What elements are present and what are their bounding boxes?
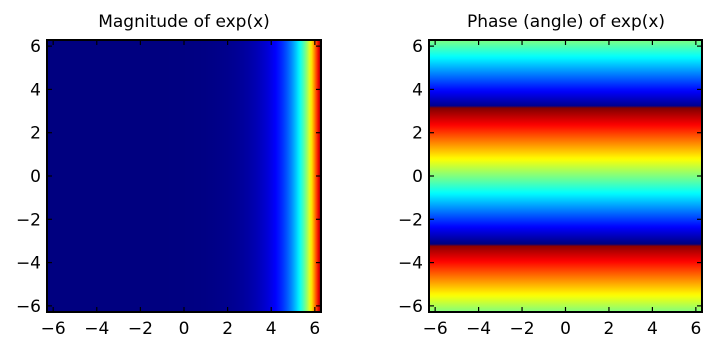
y-tick-label: 0 (412, 167, 423, 187)
x-tick-label: −4 (466, 319, 491, 339)
y-tick-label: 2 (412, 124, 423, 144)
x-tick-label: −2 (128, 319, 153, 339)
y-tick-label: 6 (412, 37, 423, 57)
y-tick-label: 4 (412, 80, 423, 100)
y-tick-label: 6 (30, 37, 41, 57)
phase-heatmap (429, 40, 703, 312)
magnitude-tick-labels: −6 −4 −2 0 2 4 6 −6 −4 −2 0 2 4 6 (16, 37, 320, 339)
y-tick-label: −2 (16, 210, 41, 230)
phase-ticks (429, 40, 702, 312)
x-tick-label: 0 (179, 319, 190, 339)
y-tick-label: −6 (16, 297, 41, 317)
y-tick-label: 4 (30, 80, 41, 100)
x-tick-label: 2 (604, 319, 615, 339)
x-tick-label: 6 (309, 319, 320, 339)
x-tick-label: 4 (647, 319, 658, 339)
x-tick-label: −6 (423, 319, 448, 339)
x-tick-label: −4 (84, 319, 109, 339)
phase-panel: Phase (angle) of exp(x) −6 −4 −2 0 2 4 6 −6 −4 −2… (398, 12, 703, 339)
x-tick-label: −2 (510, 319, 535, 339)
magnitude-title: Magnitude of exp(x) (98, 12, 270, 32)
x-tick-label: −6 (41, 319, 66, 339)
magnitude-panel: Magnitude of exp(x) −6 −4 −2 0 2 4 6 −6 −4 −2 0 2 4 6 (16, 12, 322, 339)
x-tick-label: 6 (690, 319, 701, 339)
x-tick-label: 2 (222, 319, 233, 339)
y-tick-label: 2 (30, 124, 41, 144)
x-tick-label: 0 (560, 319, 571, 339)
y-tick-label: 0 (30, 167, 41, 187)
phase-tick-labels: −6 −4 −2 0 2 4 6 −6 −4 −2 0 2 4 6 (398, 37, 701, 339)
y-tick-label: −4 (398, 254, 423, 274)
phase-title: Phase (angle) of exp(x) (467, 12, 665, 32)
magnitude-heatmap (47, 40, 321, 312)
y-tick-label: −6 (398, 297, 423, 317)
y-tick-label: −4 (16, 254, 41, 274)
magnitude-ticks (47, 40, 321, 312)
y-tick-label: −2 (398, 210, 423, 230)
x-tick-label: 4 (266, 319, 277, 339)
